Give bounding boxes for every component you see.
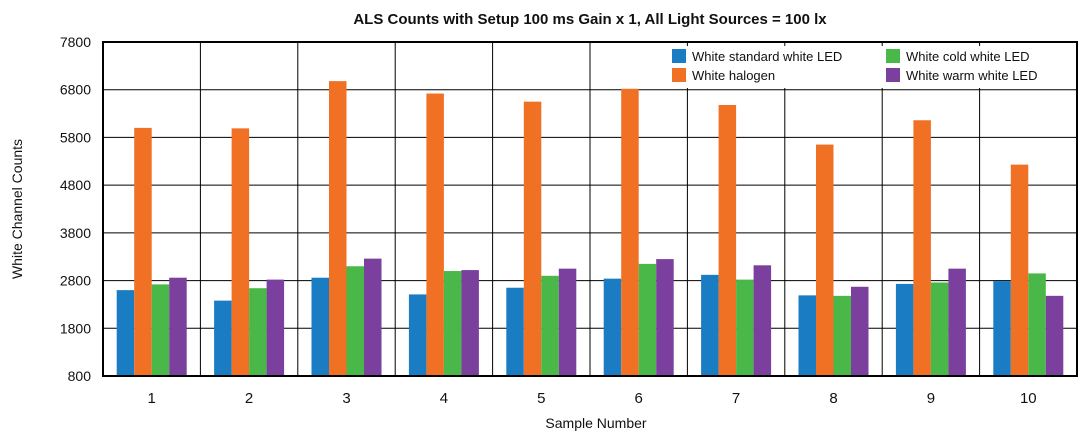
bar (1045, 295, 1064, 376)
x-tick-label: 3 (342, 390, 350, 407)
bar (408, 294, 427, 376)
legend-swatch (886, 49, 900, 63)
x-tick-label: 8 (829, 390, 837, 407)
bar (718, 104, 737, 377)
legend-background (668, 46, 1075, 88)
bar (948, 268, 966, 376)
grid-lines (103, 42, 1077, 376)
y-tick-label: 5800 (60, 129, 91, 145)
bar (249, 288, 267, 376)
bar (816, 144, 834, 376)
legend: White standard white LED White halogen Whi… (668, 46, 1075, 88)
x-tick-label: 9 (927, 390, 935, 407)
bar (426, 93, 444, 376)
bar (311, 277, 329, 376)
bar (558, 268, 577, 376)
legend-swatch (672, 49, 686, 63)
chart-title: ALS Counts with Setup 100 ms Gain x 1, A… (353, 11, 827, 28)
bar (833, 295, 851, 376)
bar (603, 278, 622, 376)
bar (214, 300, 232, 376)
bar (638, 263, 657, 376)
bar (1010, 164, 1029, 376)
bar (701, 274, 719, 376)
bar (151, 284, 170, 376)
bar (993, 281, 1011, 376)
x-tick-label: 1 (148, 390, 156, 407)
bar (656, 259, 674, 376)
y-axis-label: White Channel Counts (9, 139, 25, 279)
bar (621, 88, 639, 376)
x-tick-label: 7 (732, 390, 740, 407)
x-tick-label: 10 (1020, 390, 1037, 407)
bar (169, 277, 187, 376)
legend-label: White standard white LED (692, 49, 842, 64)
y-tick-label: 4800 (60, 177, 91, 193)
legend-label: White warm white LED (906, 68, 1037, 83)
bar (266, 279, 285, 376)
x-tick-label: 6 (635, 390, 643, 407)
legend-label: White cold white LED (906, 49, 1030, 64)
y-tick-label: 6800 (60, 82, 91, 98)
bar (134, 127, 152, 376)
bar (930, 282, 949, 376)
bar (523, 101, 542, 377)
bar (443, 271, 462, 376)
legend-swatch (672, 68, 686, 82)
bar (461, 270, 479, 376)
bar (851, 286, 869, 376)
x-tick-label: 4 (440, 390, 448, 407)
bar (895, 283, 914, 376)
bar (753, 265, 772, 376)
bar (506, 287, 524, 376)
y-tick-label: 2800 (60, 273, 91, 289)
legend-swatch (886, 68, 900, 82)
y-tick-label: 800 (68, 368, 92, 384)
y-tick-label: 3800 (60, 225, 91, 241)
axes (102, 41, 1078, 377)
bar (541, 275, 559, 376)
y-tick-label: 1800 (60, 320, 91, 336)
bar (1028, 273, 1046, 376)
legend-label: White halogen (692, 68, 775, 83)
bar (798, 295, 816, 376)
y-tick-label: 7800 (60, 34, 91, 50)
bar (329, 81, 347, 376)
x-tick-label: 5 (537, 390, 545, 407)
x-tick-label: 2 (245, 390, 253, 407)
tick-labels: 800 1800 2800 3800 4800 5800 6800 7800 1 2 3 4 5 6 7 8 9… (60, 34, 1037, 407)
bar (364, 258, 382, 376)
bar (736, 279, 754, 376)
bar (116, 290, 135, 376)
plot-frame (102, 41, 1078, 377)
bar (231, 128, 250, 376)
bar (346, 266, 364, 376)
x-axis-label: Sample Number (545, 415, 646, 431)
bars (116, 81, 1064, 377)
bar (913, 120, 931, 376)
